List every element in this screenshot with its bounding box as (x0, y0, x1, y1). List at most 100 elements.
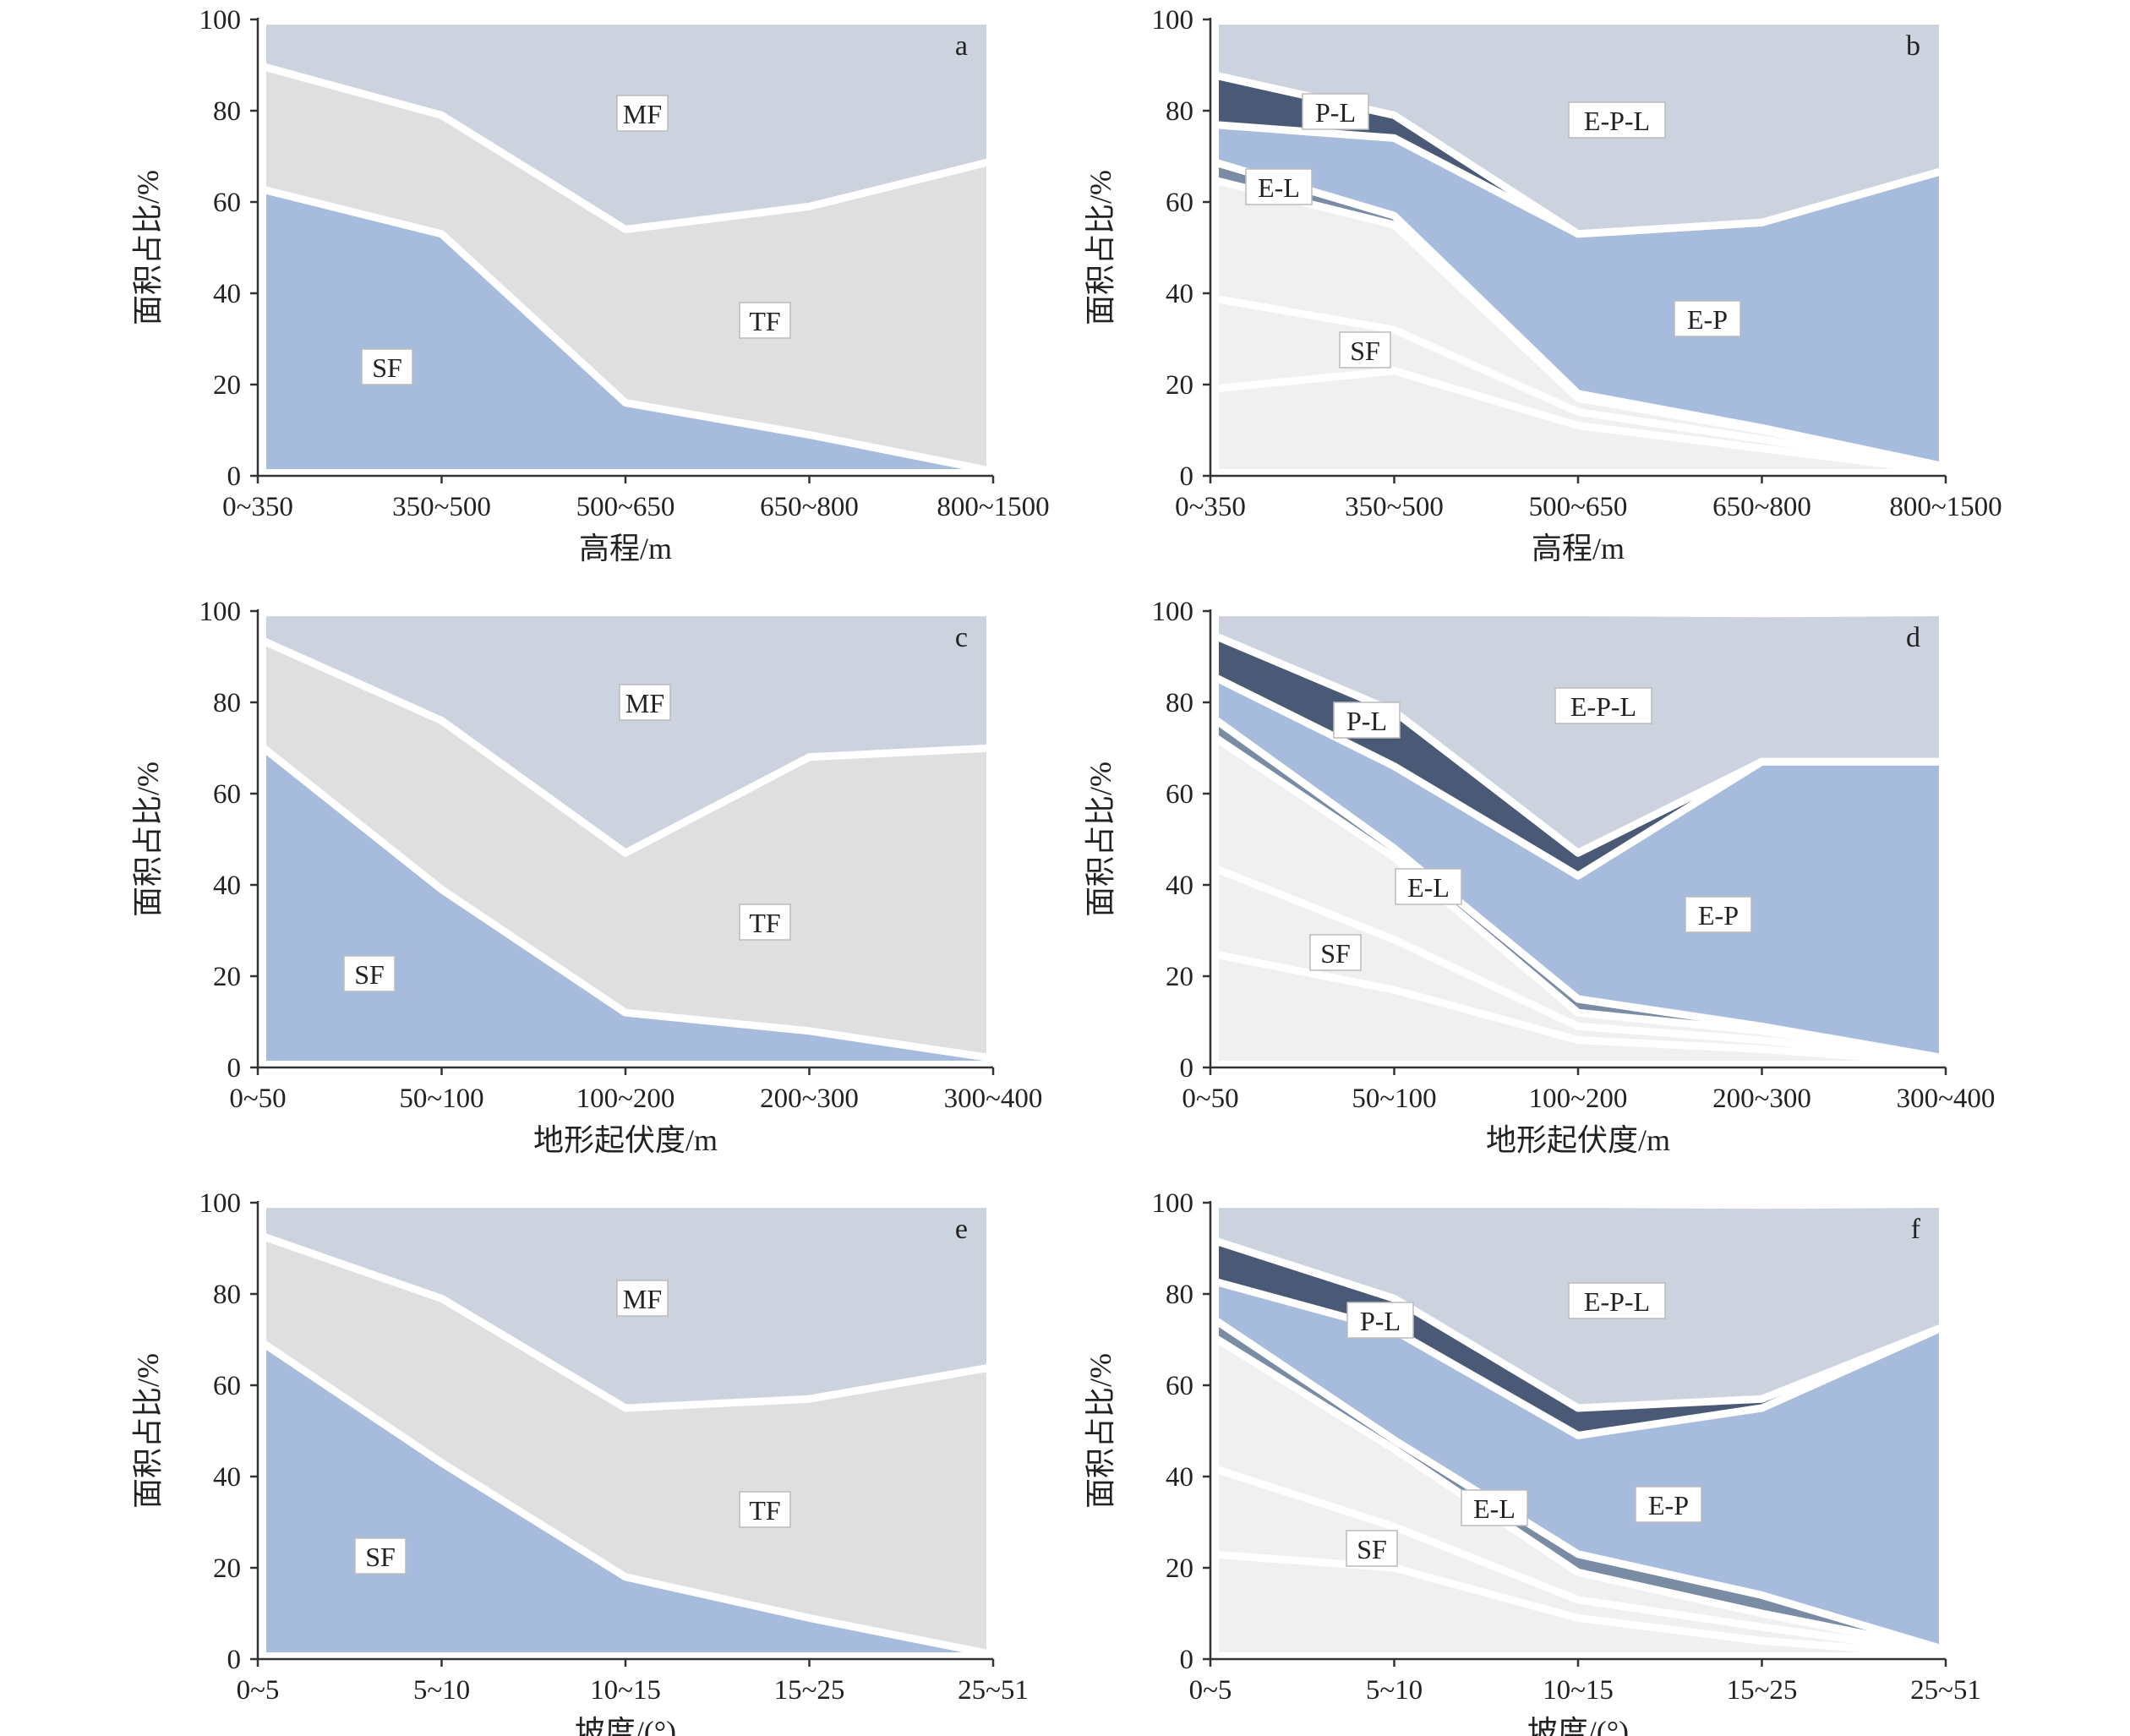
y-axis-title: 面积占比/% (1084, 1353, 1117, 1509)
y-tick-label: 0 (1180, 1053, 1194, 1084)
bottom-gap (1210, 469, 1946, 476)
y-tick-label: 0 (227, 1645, 242, 1675)
left-gap (258, 611, 266, 1067)
series-boundary (256, 184, 994, 476)
x-tick-label: 300~400 (944, 1084, 1043, 1114)
area-label-sf: SF (1339, 331, 1391, 368)
y-tick-label: 60 (213, 1371, 241, 1401)
x-tick-label: 0~350 (1175, 492, 1246, 522)
label-text: P-L (1346, 706, 1387, 736)
panel-f: 0 20 40 60 80 100 0~5 5~10 10~15 15~25 25~51 坡度/(°)… (1084, 1188, 1981, 1736)
area-sf (258, 1340, 993, 1659)
series-boundary (1210, 293, 1947, 473)
x-tick-label: 350~500 (1345, 492, 1444, 522)
y-tick-label: 80 (1166, 96, 1193, 127)
y-tick-label: 60 (1166, 188, 1193, 218)
x-axis-title: 地形起伏度/m (533, 1123, 718, 1157)
series-boundary (1209, 1235, 1947, 1412)
area-e-p (1210, 674, 1946, 1059)
y-tick-label: 20 (1166, 962, 1193, 992)
x-tick-label: 650~800 (760, 492, 859, 522)
label-text: TF (749, 306, 780, 336)
x-tick-label: 0~50 (1182, 1084, 1238, 1114)
label-box (1339, 331, 1391, 368)
y-axis-title: 面积占比/% (131, 170, 165, 325)
y-axis-title: 面积占比/% (1084, 762, 1117, 917)
top-gap (258, 1196, 993, 1208)
label-text: E-L (1473, 1493, 1516, 1524)
area-e-p (1210, 1280, 1946, 1651)
area-label-e-l: E-L (1461, 1489, 1528, 1526)
x-axis-title: 高程/m (1532, 532, 1625, 565)
label-text: P-L (1315, 97, 1356, 128)
panel-letter: f (1911, 1214, 1921, 1245)
x-tick-label: 300~400 (1897, 1084, 1996, 1114)
y-tick-label: 80 (1166, 1280, 1193, 1310)
label-text: SF (1357, 1534, 1387, 1564)
label-text: SF (354, 959, 385, 990)
x-tick-label: 200~300 (760, 1084, 859, 1114)
x-tick-label: 800~1500 (1889, 492, 2002, 522)
x-tick-label: 100~200 (576, 1084, 675, 1114)
y-tick-label: 40 (213, 279, 241, 309)
label-text: SF (372, 352, 402, 383)
label-box (616, 95, 669, 132)
y-tick-label: 0 (227, 461, 242, 492)
series-boundary (1209, 1463, 1947, 1657)
y-tick-label: 0 (227, 1053, 242, 1084)
y-tick-label: 60 (213, 188, 241, 218)
y-tick-label: 100 (1152, 1188, 1194, 1219)
bottom-gap (1210, 1652, 1946, 1659)
label-box (354, 1537, 407, 1575)
right-gap (986, 611, 998, 1067)
label-text: E-L (1407, 872, 1450, 903)
area-label-e-p: E-P (1635, 1486, 1702, 1523)
x-tick-label: 15~25 (774, 1675, 845, 1706)
y-axis-title: 面积占比/% (131, 762, 165, 917)
y-tick-label: 80 (1166, 688, 1193, 718)
panel-c: 0 20 40 60 80 100 0~50 50~100 100~200 200~300 300~… (131, 597, 1042, 1157)
series-boundary (256, 635, 994, 857)
bottom-gap (258, 1652, 993, 1659)
top-gap (1210, 1196, 1946, 1208)
y-axis-title: 面积占比/% (131, 1353, 165, 1509)
label-box (1309, 934, 1362, 971)
stacked-areas (1208, 609, 1947, 1067)
label-box (1302, 93, 1369, 130)
label-text: E-P (1687, 304, 1728, 335)
x-tick-label: 0~350 (222, 492, 293, 522)
label-text: P-L (1360, 1306, 1401, 1336)
series-boundary (1210, 1550, 1947, 1659)
area-sf (1210, 179, 1946, 469)
y-tick-label: 40 (1166, 1462, 1193, 1493)
label-box (1245, 168, 1313, 205)
x-tick-label: 5~10 (1366, 1675, 1423, 1706)
area-label-p-l: P-L (1302, 93, 1369, 130)
x-tick-label: 10~15 (1543, 1675, 1614, 1706)
left-gap (1210, 1203, 1219, 1659)
area-e-p-l (1210, 611, 1946, 854)
series-boundary (1209, 1276, 1947, 1439)
panel-letter: c (955, 622, 968, 653)
series-boundary (1209, 630, 1946, 857)
x-tick-label: 0~5 (1189, 1675, 1232, 1706)
x-tick-label: 650~800 (1712, 492, 1811, 522)
label-box (739, 302, 791, 339)
area-sf (258, 188, 993, 477)
bottom-gap (258, 469, 993, 476)
x-tick-label: 50~100 (1352, 1084, 1436, 1114)
y-tick-label: 60 (213, 779, 241, 810)
right-gap (1939, 1203, 1951, 1659)
label-text: E-L (1258, 172, 1300, 203)
panel-letter: b (1906, 30, 1920, 62)
left-gap (1210, 19, 1219, 476)
y-tick-label: 20 (1166, 1553, 1193, 1584)
y-tick-label: 100 (199, 1188, 242, 1219)
label-text: E-P (1698, 900, 1739, 931)
x-axis-title: 地形起伏度/m (1486, 1123, 1670, 1157)
y-tick-label: 60 (1166, 1371, 1193, 1401)
label-text: TF (749, 1495, 780, 1526)
top-gap (1210, 13, 1946, 25)
y-tick-label: 60 (1166, 779, 1193, 810)
area-label-e-p-l: E-P-L (1554, 687, 1652, 724)
